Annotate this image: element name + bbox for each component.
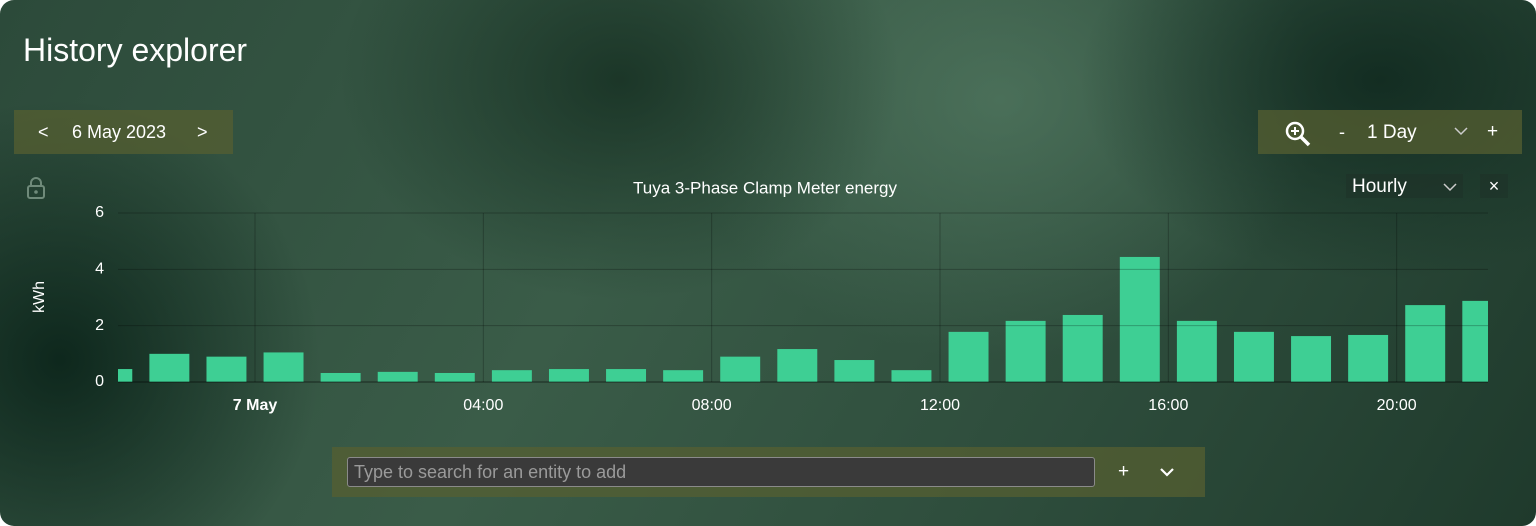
lock-icon[interactable]: [26, 176, 46, 200]
range-chevron[interactable]: [1454, 126, 1468, 136]
chart: Tuya 3-Phase Clamp Meter energy kWh 0 2 4 6…: [31, 178, 1488, 414]
search-placeholder: Type to search for an entity to add: [354, 462, 627, 482]
x-tick-label: 16:00: [1148, 397, 1188, 414]
bar: [491, 370, 532, 382]
prev-button[interactable]: <: [38, 122, 49, 142]
zoom-icon[interactable]: [1284, 120, 1312, 148]
expand-button[interactable]: [1160, 467, 1174, 477]
x-tick-label: 7 May: [233, 397, 278, 414]
zoom-minus[interactable]: -: [1339, 122, 1345, 142]
bar: [1291, 336, 1332, 382]
bar: [606, 369, 647, 382]
bar: [434, 372, 475, 382]
x-tick-label: 04:00: [463, 397, 503, 414]
bar: [320, 372, 361, 382]
x-tick-label: 20:00: [1377, 397, 1417, 414]
page-title: History explorer: [23, 32, 248, 68]
period-select[interactable]: Hourly: [1346, 174, 1463, 198]
bar: [1176, 320, 1217, 382]
bar: [834, 360, 875, 382]
bar: [1005, 320, 1046, 382]
bar: [1119, 256, 1160, 382]
bar: [1462, 300, 1488, 382]
bar: [118, 369, 133, 382]
y-tick-label: 2: [95, 317, 104, 334]
zoom-plus[interactable]: +: [1487, 121, 1499, 142]
bar: [206, 356, 247, 382]
bar: [263, 352, 304, 382]
bar: [1233, 331, 1274, 382]
next-button[interactable]: >: [197, 122, 208, 142]
bar: [777, 349, 818, 382]
add-button[interactable]: +: [1118, 461, 1130, 482]
x-tick-label: 08:00: [692, 397, 732, 414]
date-nav: < 6 May 2023 >: [14, 110, 233, 154]
bar: [1062, 314, 1103, 382]
close-chart[interactable]: ×: [1480, 174, 1508, 198]
period-label: Hourly: [1352, 176, 1407, 197]
search-input[interactable]: Type to search for an entity to add: [347, 457, 1095, 487]
y-tick-label: 0: [95, 373, 104, 390]
bar: [663, 370, 704, 382]
zoom-controls: - 1 Day +: [1258, 110, 1522, 154]
bar: [720, 356, 761, 382]
search-bar: Type to search for an entity to add +: [332, 447, 1205, 497]
y-tick-label: 4: [95, 261, 104, 278]
bar: [1405, 305, 1446, 382]
date-label: 6 May 2023: [72, 122, 167, 142]
bar: [891, 370, 932, 382]
bar: [377, 371, 418, 382]
period-chevron: [1443, 183, 1457, 192]
chart-title: Tuya 3-Phase Clamp Meter energy: [633, 178, 897, 197]
x-tick-label: 12:00: [920, 397, 960, 414]
range-select[interactable]: 1 Day: [1367, 122, 1417, 143]
y-tick-label: 6: [95, 204, 104, 221]
bar: [149, 353, 190, 382]
bar: [1348, 334, 1389, 382]
bar: [948, 331, 989, 382]
bar: [548, 369, 589, 382]
y-axis-label: kWh: [31, 281, 48, 313]
plot-area: [118, 256, 1488, 382]
